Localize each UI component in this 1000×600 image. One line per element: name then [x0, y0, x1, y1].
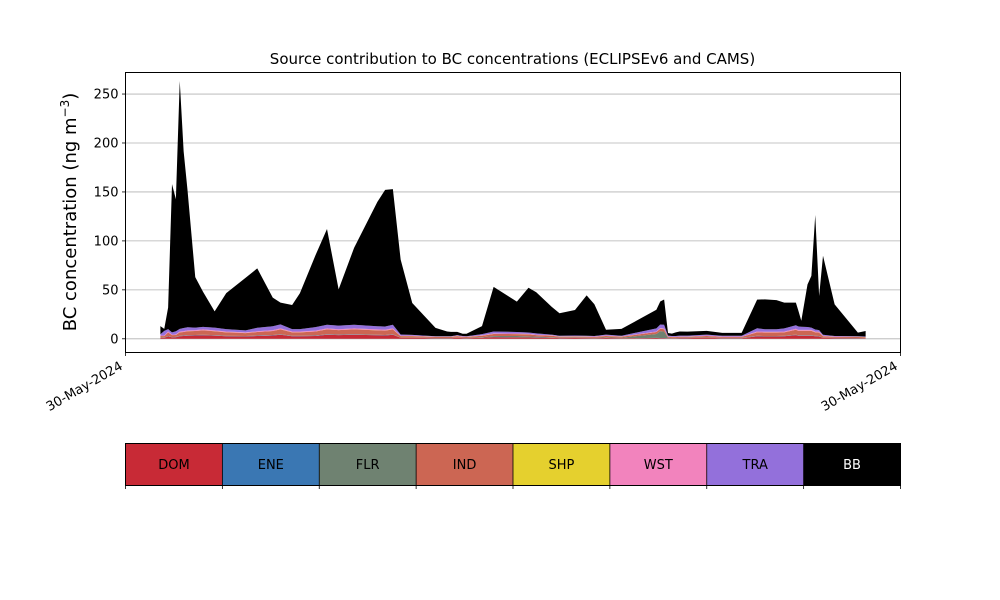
legend-label-bb: BB — [843, 458, 861, 473]
y-axis-label: BC concentration (ng m−3) — [58, 93, 81, 332]
y-axis: 0 50 100 150 200 250 — [94, 88, 126, 347]
legend-label-flr: FLR — [356, 458, 380, 473]
y-tick-label: 100 — [94, 234, 119, 249]
x-tick-label: 30-May-2024 — [44, 359, 126, 415]
legend-swatch-shp — [513, 443, 610, 486]
legend-swatch-ind — [416, 443, 513, 486]
series-area-ind — [160, 328, 866, 339]
legend-label-shp: SHP — [549, 458, 575, 473]
plot-area-frame — [125, 72, 901, 353]
legend-swatch-wst — [609, 443, 707, 486]
y-tick-label: 150 — [94, 185, 119, 200]
x-axis: 30-May-2024 30-May-2024 — [44, 352, 901, 415]
x-tick-label: 30-May-2024 — [819, 359, 901, 415]
legend-label-ene: ENE — [258, 458, 284, 473]
legend-swatch-ene — [222, 443, 320, 486]
y-tick-label: 200 — [94, 136, 119, 151]
series-area-tra — [160, 324, 866, 337]
legend-label-tra: TRA — [742, 458, 768, 473]
legend-swatch-dom — [125, 443, 223, 486]
legend-swatch-bb — [803, 443, 901, 486]
legend-colorbar: DOM ENE FLR IND SHP WST TRA BB — [125, 443, 901, 489]
y-tick-label: 0 — [110, 332, 118, 347]
legend-label-dom: DOM — [158, 458, 189, 473]
series-area-dom — [160, 334, 866, 339]
chart-title: Source contribution to BC concentrations… — [270, 50, 755, 68]
series-area-wst — [160, 328, 866, 338]
y-tick-label: 250 — [94, 88, 119, 103]
series-area-bb — [160, 81, 866, 337]
series-area-flr — [160, 331, 866, 339]
legend-swatch-flr — [319, 443, 417, 486]
plot-area-series — [160, 81, 866, 339]
y-axis-label-superscript: −3 — [58, 100, 72, 118]
legend-swatch-tra — [706, 443, 804, 486]
legend-label-wst: WST — [644, 458, 673, 473]
y-tick-label: 50 — [102, 283, 119, 298]
legend-label-ind: IND — [453, 458, 477, 473]
